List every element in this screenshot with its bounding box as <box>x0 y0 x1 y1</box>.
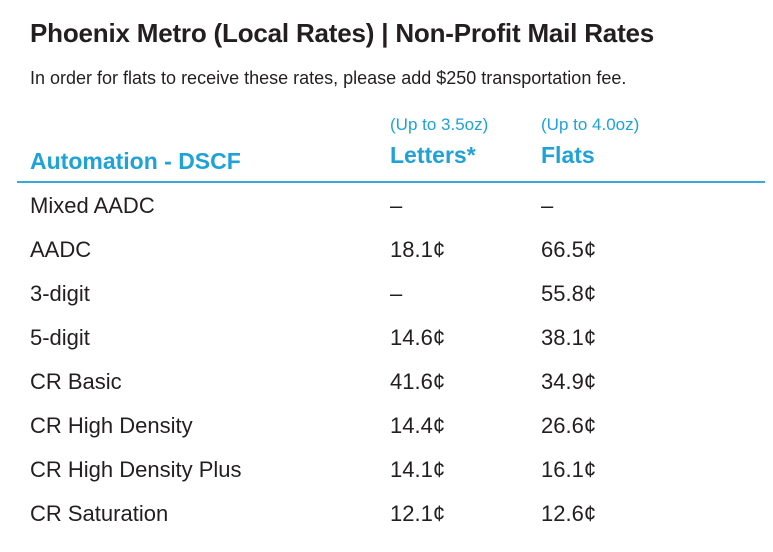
table-row: CR Basic 41.6¢ 34.9¢ <box>0 369 773 413</box>
header-divider <box>17 181 765 183</box>
rate-name: 3-digit <box>30 281 90 306</box>
rate-name: CR Basic <box>30 369 122 394</box>
section-label: Automation - DSCF <box>30 148 241 174</box>
letters-rate: – <box>390 281 403 306</box>
rate-name: Mixed AADC <box>30 193 155 218</box>
flats-rate: 26.6¢ <box>541 413 597 438</box>
letters-weight-note: (Up to 3.5oz) <box>390 115 489 134</box>
letters-rate: 12.1¢ <box>390 501 446 526</box>
letters-rate: 14.4¢ <box>390 413 446 438</box>
rate-name: CR High Density <box>30 413 193 438</box>
flats-rate: 38.1¢ <box>541 325 597 350</box>
table-row: AADC 18.1¢ 66.5¢ <box>0 237 773 281</box>
letters-rate: 14.6¢ <box>390 325 446 350</box>
letters-column-header: Letters* <box>390 142 476 168</box>
flats-rate: – <box>541 193 554 218</box>
table-row: 3-digit – 55.8¢ <box>0 281 773 325</box>
flats-rate: 66.5¢ <box>541 237 597 262</box>
rate-name: CR Saturation <box>30 501 169 526</box>
flats-rate: 16.1¢ <box>541 457 597 482</box>
table-row: CR High Density Plus 14.1¢ 16.1¢ <box>0 457 773 501</box>
flats-rate: 55.8¢ <box>541 281 597 306</box>
flats-weight-note: (Up to 4.0oz) <box>541 115 640 134</box>
letters-rate: – <box>390 193 403 218</box>
table-row: Mixed AADC – – <box>0 193 773 237</box>
flats-rate: 12.6¢ <box>541 501 597 526</box>
table-row: CR Saturation 12.1¢ 12.6¢ <box>0 501 773 545</box>
table-row: CR High Density 14.4¢ 26.6¢ <box>0 413 773 457</box>
rate-name: AADC <box>30 237 92 262</box>
flats-column-header: Flats <box>541 142 595 168</box>
letters-rate: 14.1¢ <box>390 457 446 482</box>
page-title: Phoenix Metro (Local Rates) | Non-Profit… <box>30 18 655 48</box>
page-subtitle: In order for flats to receive these rate… <box>30 68 627 88</box>
table-row: 5-digit 14.6¢ 38.1¢ <box>0 325 773 369</box>
rate-name: 5-digit <box>30 325 90 350</box>
flats-rate: 34.9¢ <box>541 369 597 394</box>
letters-rate: 18.1¢ <box>390 237 446 262</box>
letters-rate: 41.6¢ <box>390 369 446 394</box>
rate-name: CR High Density Plus <box>30 457 242 482</box>
